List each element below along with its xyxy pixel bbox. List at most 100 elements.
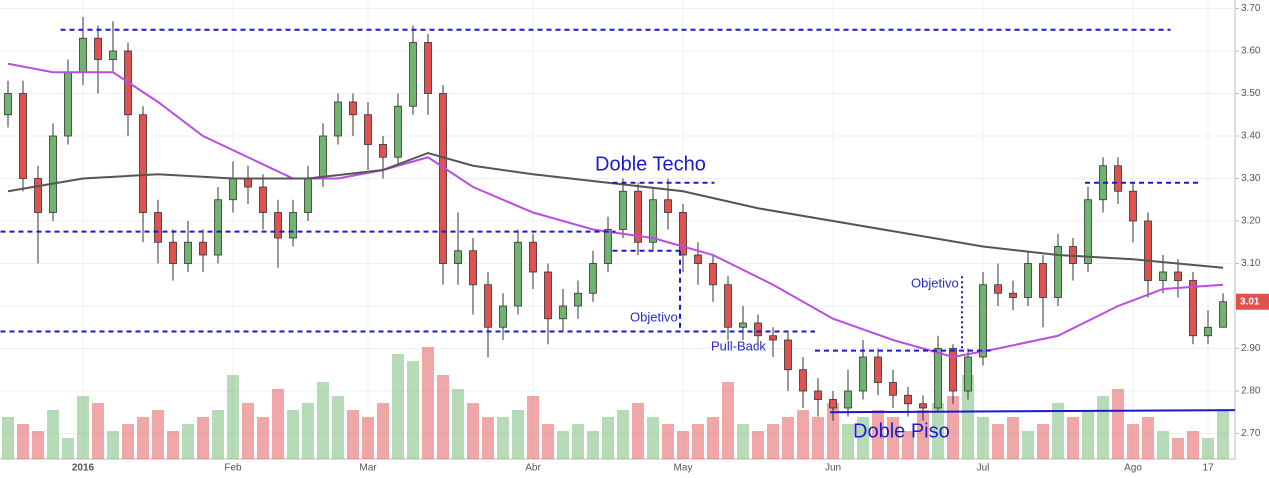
candle-body — [529, 241, 537, 273]
volume-bar — [332, 396, 344, 459]
volume-bar — [752, 431, 764, 459]
volume-bar — [647, 417, 659, 459]
candle-body — [154, 212, 162, 243]
volume-bar — [92, 403, 104, 459]
volume-bar — [1097, 396, 1109, 459]
last-price-box — [1236, 293, 1269, 310]
volume-bar — [602, 417, 614, 459]
x-tick-label: 2016 — [72, 463, 95, 474]
volume-bar — [1052, 403, 1064, 459]
volume-bar — [992, 424, 1004, 459]
volume-bar — [62, 438, 74, 459]
volume-bar — [872, 410, 884, 459]
volume-bar — [962, 375, 974, 459]
volume-bar — [137, 417, 149, 459]
candle-body — [739, 322, 747, 328]
volume-bar — [257, 417, 269, 459]
volume-bar — [512, 410, 524, 459]
candle-body — [889, 382, 897, 396]
candle-body — [814, 390, 822, 400]
volume-bar — [632, 403, 644, 459]
volume-bar — [407, 361, 419, 459]
candles — [4, 17, 1227, 421]
candle-body — [574, 292, 582, 307]
volume-bar — [1067, 417, 1079, 459]
candle-body — [394, 105, 402, 158]
volume-bar — [452, 389, 464, 459]
candle-body — [169, 241, 177, 264]
volume-bar — [887, 417, 899, 459]
guide-line — [829, 409, 1236, 414]
volume-bar — [482, 417, 494, 459]
x-tick-label: Jul — [977, 463, 990, 474]
volume-bar — [212, 410, 224, 459]
candle-body — [259, 186, 267, 213]
x-tick-label: Jun — [825, 463, 841, 474]
volume-bar — [107, 431, 119, 459]
volume-bar — [32, 431, 44, 459]
volume-bar — [707, 417, 719, 459]
candle-body — [424, 42, 432, 94]
volume-bar — [167, 431, 179, 459]
x-tick-label: Ago — [1124, 463, 1142, 474]
candle-body — [844, 390, 852, 409]
candle-body — [1084, 199, 1092, 264]
candle-body — [784, 339, 792, 371]
volume-bar — [857, 417, 869, 459]
candle-body — [859, 356, 867, 392]
candle-body — [484, 284, 492, 328]
candle-body — [709, 263, 717, 286]
volume-bar — [1142, 417, 1154, 459]
volume-bar — [722, 382, 734, 459]
volume-bar — [2, 417, 14, 459]
candle-body — [649, 199, 657, 243]
volume-bar — [1112, 389, 1124, 459]
candle-body — [1129, 190, 1137, 222]
candle-body — [1039, 263, 1047, 298]
candle-body — [1054, 246, 1062, 298]
candle-body — [1219, 301, 1227, 328]
annotation: Pull-Back — [711, 338, 766, 353]
y-tick-label: 2.70 — [1241, 428, 1261, 439]
candle-body — [544, 271, 552, 320]
candle-body — [994, 284, 1002, 294]
candle-body — [379, 144, 387, 158]
candle-body — [244, 178, 252, 188]
volume-bar — [1172, 438, 1184, 459]
candle-body — [919, 403, 927, 409]
x-tick-label: Feb — [224, 463, 242, 474]
candle-body — [1024, 263, 1032, 298]
candle-body — [1009, 292, 1017, 298]
candle-body — [634, 190, 642, 243]
volume-bar — [1007, 417, 1019, 459]
overlays: Doble Techo Objetivo Pull-Back Objetivo Dobl… — [0, 28, 1236, 442]
volume-bar — [317, 382, 329, 459]
candle-body — [1174, 271, 1182, 281]
candle-body — [604, 229, 612, 264]
candle-body — [184, 241, 192, 264]
volume-bar — [1202, 438, 1214, 459]
volume-bar — [782, 417, 794, 459]
volume-bar — [122, 424, 134, 459]
x-tick-label: 17 — [1202, 463, 1214, 474]
volume-bar — [662, 424, 674, 459]
volume-bar — [977, 417, 989, 459]
candle-body — [754, 322, 762, 337]
candle-body — [319, 135, 327, 179]
volume-bar — [1217, 410, 1229, 459]
volume-bar — [1187, 431, 1199, 459]
candle-body — [904, 394, 912, 405]
volume-bar — [1127, 424, 1139, 459]
volume-bar — [1022, 431, 1034, 459]
volume-bar — [467, 403, 479, 459]
candle-body — [979, 284, 987, 358]
candle-body — [79, 37, 87, 73]
candle-body — [1159, 271, 1167, 281]
y-tick-label: 3.10 — [1241, 258, 1261, 269]
volume-bar — [17, 424, 29, 459]
candle-body — [934, 348, 942, 409]
y-tick-label: 3.20 — [1241, 216, 1261, 227]
volume-bars — [2, 347, 1229, 459]
candle-body — [799, 369, 807, 392]
volume-bar — [152, 410, 164, 459]
